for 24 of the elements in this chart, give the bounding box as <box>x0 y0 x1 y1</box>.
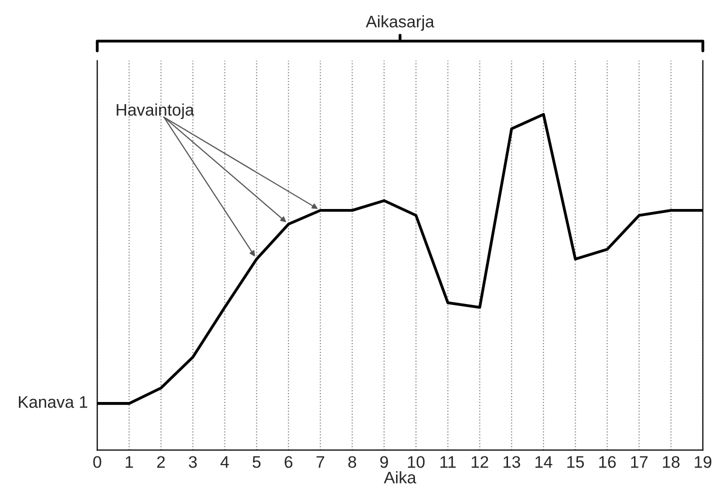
chart-title: Aikasarja <box>366 15 434 31</box>
x-tick-label: 16 <box>599 456 616 468</box>
x-tick-label: 3 <box>188 456 197 468</box>
x-tick-label: 11 <box>440 456 456 468</box>
x-tick-label: 15 <box>567 456 584 468</box>
x-tick-label: 2 <box>157 456 165 468</box>
x-tick-label: 17 <box>631 456 648 468</box>
x-axis-title: Aika <box>384 471 416 484</box>
x-tick-label: 14 <box>535 456 552 468</box>
x-tick-label: 9 <box>380 456 388 468</box>
annotation: Havaintoja <box>116 104 194 120</box>
x-tick-label: 4 <box>220 456 229 468</box>
x-tick-label: 1 <box>126 456 133 468</box>
x-tick-label: 10 <box>408 456 425 468</box>
x-tick-label: 0 <box>93 456 102 468</box>
x-tick-label: 12 <box>472 456 488 468</box>
x-tick-label: 7 <box>316 456 324 468</box>
x-tick-label: 18 <box>662 456 680 468</box>
x-tick-label: 19 <box>694 456 712 468</box>
x-tick-label: 13 <box>504 456 520 468</box>
x-tick-label: 6 <box>284 456 292 468</box>
x-tick-label: 8 <box>348 456 356 468</box>
x-tick-label: 5 <box>252 456 261 468</box>
series-label: Kanava 1 <box>18 396 88 408</box>
